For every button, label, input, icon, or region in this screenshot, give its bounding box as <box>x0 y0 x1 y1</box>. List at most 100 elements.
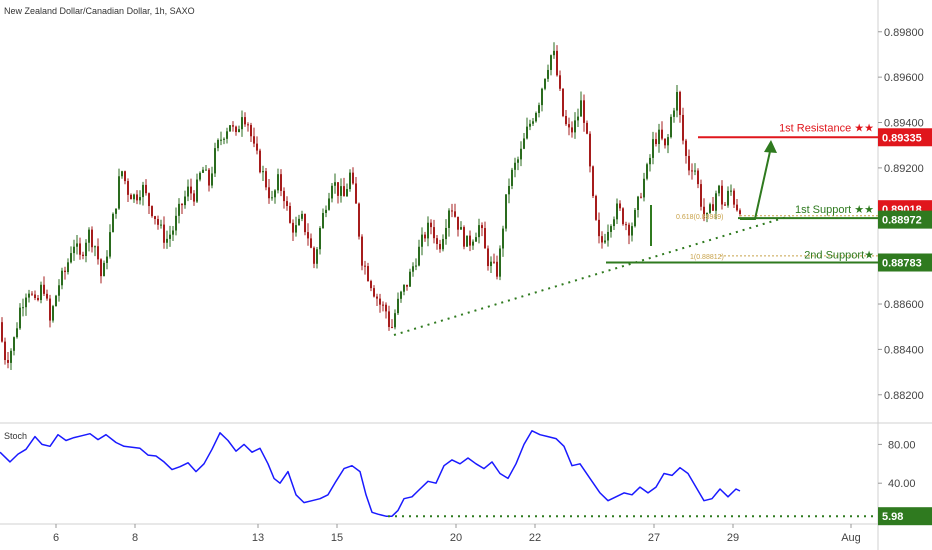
candle-body <box>649 157 651 165</box>
candle-body <box>289 206 291 223</box>
candle-body <box>208 169 210 186</box>
candle-body <box>349 172 351 190</box>
candle-body <box>52 306 54 321</box>
candle-body <box>361 236 363 266</box>
candle-body <box>544 78 546 89</box>
time-tick-label: 15 <box>331 532 343 544</box>
candle-body <box>121 171 123 177</box>
candle-body <box>217 139 219 149</box>
candle-body <box>328 198 330 210</box>
candle-body <box>82 254 84 256</box>
candle-body <box>235 126 237 133</box>
candle-body <box>412 266 414 272</box>
candle-body <box>319 228 321 250</box>
candle-body <box>493 261 495 263</box>
candle-body <box>574 120 576 133</box>
candle-body <box>301 213 303 219</box>
candle-body <box>100 259 102 277</box>
time-tick-label: 8 <box>132 532 138 544</box>
candle-body <box>133 194 135 200</box>
candle-body <box>652 139 654 158</box>
candle-body <box>115 208 117 214</box>
candle-body <box>364 265 366 267</box>
candle-body <box>295 225 297 233</box>
candle-body <box>514 162 516 170</box>
stoch-panel-label: Stoch <box>4 431 28 441</box>
candle-body <box>520 148 522 160</box>
stoch-line <box>0 430 741 517</box>
candle-body <box>214 148 216 174</box>
candle-body <box>397 298 399 314</box>
candle-body <box>577 116 579 121</box>
candle-body <box>388 311 390 327</box>
candle-body <box>715 193 717 211</box>
candle-body <box>196 179 198 202</box>
candle-body <box>598 219 600 237</box>
candle-body <box>280 174 282 191</box>
candle-body <box>724 204 726 206</box>
candle-body <box>145 184 147 194</box>
candle-body <box>553 50 555 56</box>
candle-body <box>118 176 120 209</box>
candle-body <box>67 262 69 273</box>
candle-body <box>256 143 258 151</box>
candle-body <box>241 117 243 130</box>
candle-body <box>616 203 618 220</box>
candle-body <box>154 216 156 220</box>
candle-body <box>556 50 558 76</box>
candle-body <box>706 212 708 215</box>
candle-body <box>142 184 144 198</box>
candle-body <box>580 100 582 117</box>
candle-body <box>7 359 9 363</box>
candle-body <box>418 246 420 266</box>
candle-body <box>292 222 294 233</box>
candle-body <box>490 261 492 267</box>
candle-body <box>73 246 75 254</box>
candle-body <box>646 164 648 179</box>
candle-body <box>355 183 357 204</box>
candle-body <box>454 211 456 217</box>
candle-body <box>430 222 432 228</box>
price-tick-label: 0.88400 <box>884 344 924 356</box>
candle-body <box>550 55 552 70</box>
price-tick-label: 0.89200 <box>884 163 924 175</box>
candle-body <box>190 186 192 194</box>
candle-body <box>475 237 477 242</box>
candle-body <box>22 307 24 309</box>
candle-body <box>673 110 675 117</box>
candle-body <box>109 232 111 257</box>
candle-body <box>367 266 369 282</box>
time-tick-label: 13 <box>252 532 264 544</box>
candle-body <box>484 228 486 249</box>
fib-1-label: 1(0.88812) <box>690 254 724 261</box>
ascending-trendline <box>393 215 791 336</box>
candle-body <box>670 116 672 138</box>
candle-body <box>265 171 267 188</box>
candle-body <box>406 284 408 287</box>
candle-body <box>448 210 450 228</box>
candle-body <box>88 229 90 243</box>
candle-body <box>472 241 474 246</box>
candle-body <box>604 240 606 243</box>
time-tick-label: 6 <box>53 532 59 544</box>
candle-body <box>481 225 483 229</box>
candle-body <box>487 248 489 267</box>
candle-body <box>403 284 405 292</box>
candle-body <box>91 229 93 248</box>
candle-body <box>166 238 168 243</box>
price-tick-label: 0.89400 <box>884 118 924 130</box>
stoch-level-tag-bg <box>878 507 932 526</box>
candle-body <box>373 288 375 297</box>
candle-body <box>541 88 543 106</box>
candle-body <box>601 236 603 243</box>
candle-body <box>298 218 300 226</box>
candle-body <box>46 293 48 299</box>
candle-body <box>730 190 732 192</box>
candle-body <box>565 115 567 125</box>
candle-body <box>169 234 171 239</box>
candle-body <box>589 133 591 167</box>
candle-body <box>79 243 81 255</box>
price-tick-label: 0.88200 <box>884 390 924 402</box>
candle-body <box>460 227 462 230</box>
